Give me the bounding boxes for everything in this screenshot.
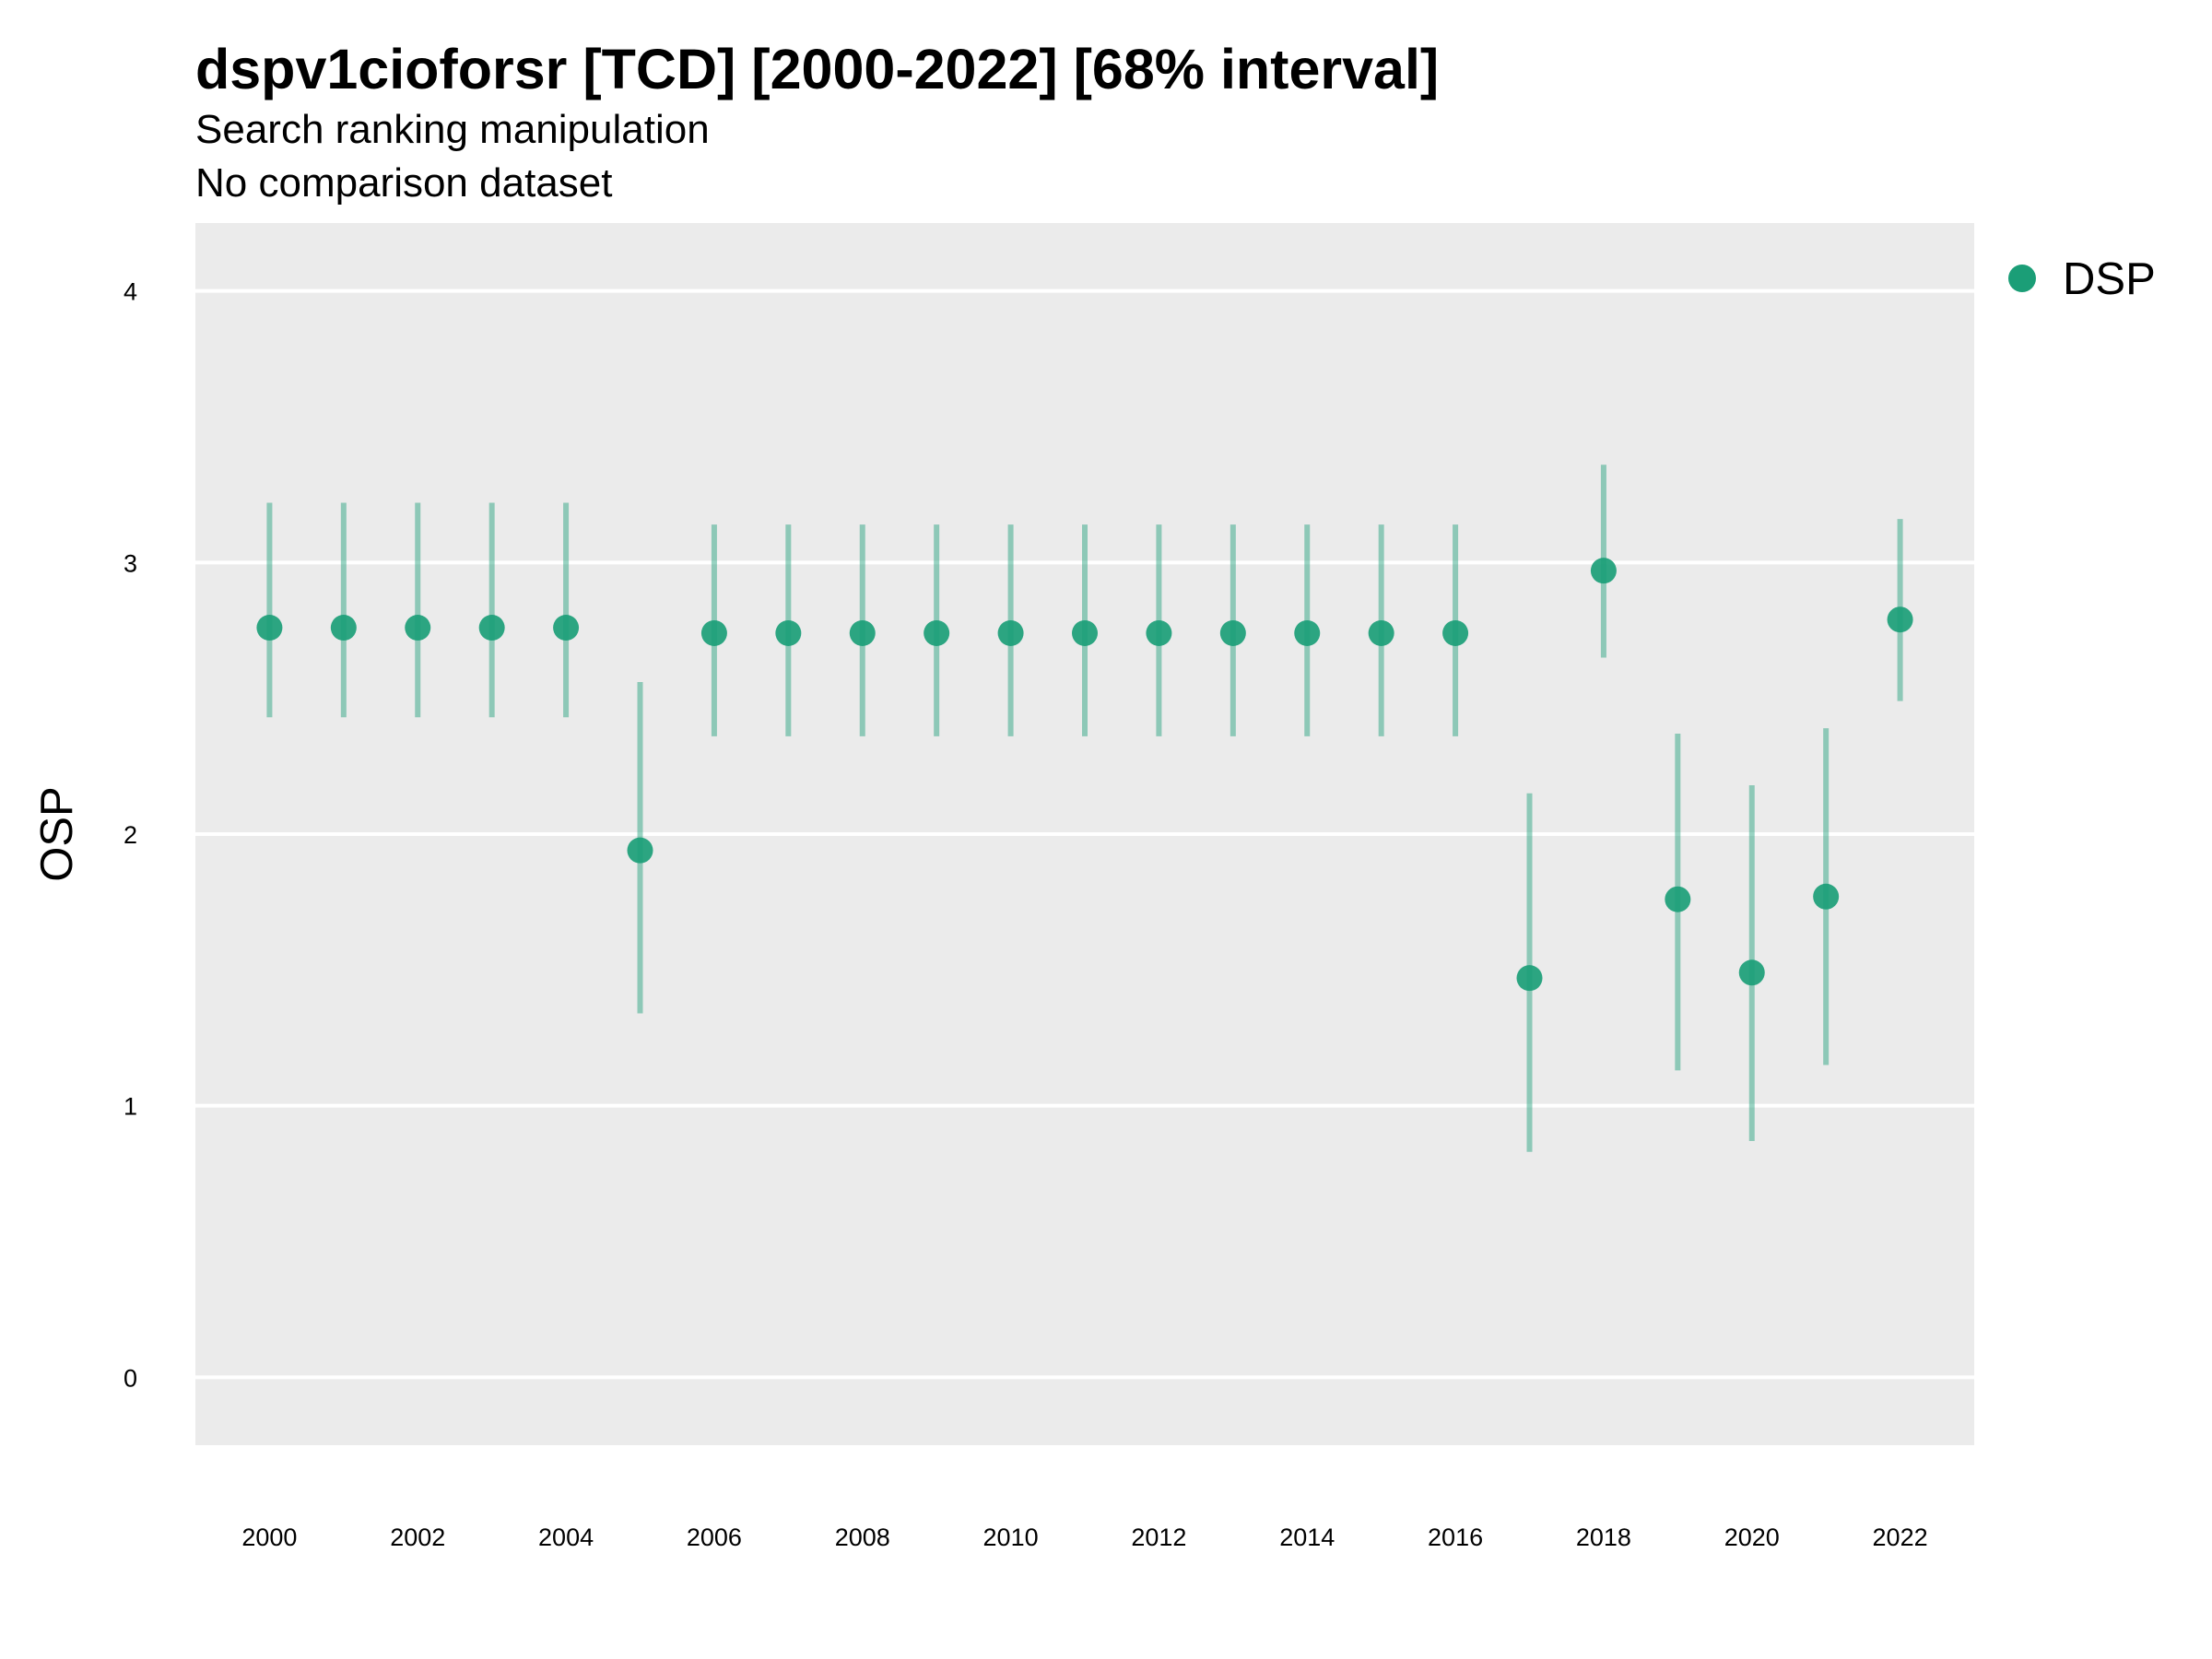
data-point (1219, 619, 1246, 646)
data-point (1887, 606, 1913, 633)
x-tick-label: 2014 (1279, 1524, 1335, 1551)
y-tick-label: 4 (124, 278, 137, 306)
data-point (478, 615, 505, 641)
data-point (1665, 886, 1691, 912)
legend-label-dsp: DSP (2063, 254, 2156, 304)
data-point (849, 619, 876, 646)
x-tick-label: 2000 (241, 1524, 297, 1551)
y-tick-labels: 0 1 2 3 4 (124, 278, 137, 1393)
x-tick-label: 2006 (687, 1524, 742, 1551)
y-tick-label: 0 (124, 1364, 137, 1392)
grid-lines (195, 288, 1974, 1380)
data-point (1072, 619, 1098, 646)
data-point (553, 615, 580, 641)
x-tick-label: 2022 (1873, 1524, 1928, 1551)
y-tick-label: 1 (124, 1093, 137, 1121)
x-tick-label: 2018 (1576, 1524, 1631, 1551)
chart-title: dspv1cioforsr [TCD] [2000-2022] [68% int… (195, 38, 1439, 100)
data-point (924, 619, 950, 646)
x-tick-labels: 2000 2002 2004 2006 2008 2010 2012 2014 2016 2018… (241, 1524, 1927, 1551)
data-point (1738, 959, 1765, 986)
y-tick-label: 2 (124, 821, 137, 849)
legend: DSP (2008, 254, 2156, 304)
x-tick-label: 2020 (1724, 1524, 1780, 1551)
chart-subtitle-line-1: Search ranking manipulation (195, 107, 710, 152)
data-point (1516, 965, 1543, 992)
data-point (700, 619, 727, 646)
data-point (1146, 619, 1172, 646)
data-point (1590, 558, 1617, 584)
data-point (256, 615, 283, 641)
data-point (775, 619, 802, 646)
x-tick-label: 2002 (390, 1524, 445, 1551)
data-point (997, 619, 1024, 646)
data-point (1294, 619, 1321, 646)
chart-subtitle-line-2: No comparison dataset (195, 160, 612, 206)
y-tick-label: 3 (124, 549, 137, 577)
data-point (330, 615, 357, 641)
data-points (256, 558, 1913, 992)
data-point (405, 615, 431, 641)
y-axis-label: OSP (32, 786, 82, 881)
x-tick-label: 2010 (983, 1524, 1039, 1551)
x-tick-label: 2012 (1131, 1524, 1186, 1551)
data-point (1442, 619, 1469, 646)
x-tick-label: 2004 (538, 1524, 594, 1551)
data-point (627, 837, 653, 864)
legend-key-dsp (2008, 265, 2036, 292)
x-tick-label: 2016 (1428, 1524, 1483, 1551)
data-point (1813, 883, 1840, 910)
data-point (1368, 619, 1394, 646)
x-tick-label: 2008 (835, 1524, 890, 1551)
